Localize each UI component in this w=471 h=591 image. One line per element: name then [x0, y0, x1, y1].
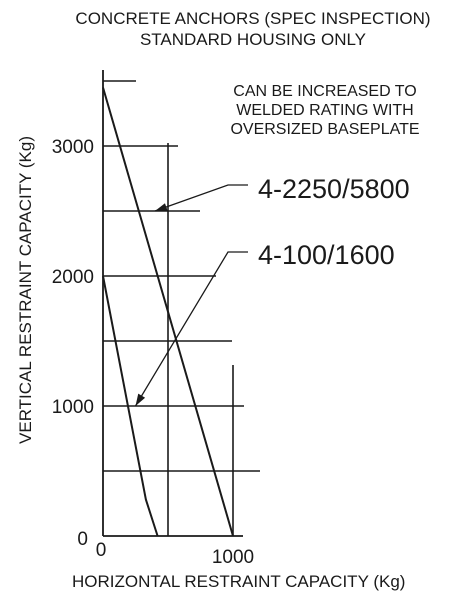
axis-layer: 1000 2000 3000 1000: [52, 70, 254, 568]
y-axis-label: VERTICAL RESTRAINT CAPACITY (Kg): [16, 136, 35, 444]
series-layer: [102, 87, 234, 537]
x-axis-label: HORIZONTAL RESTRAINT CAPACITY (Kg): [72, 572, 405, 591]
y-tick-label-1000: 1000: [52, 397, 94, 418]
y-origin-label: 0: [77, 529, 88, 550]
callout-arrowhead-4-100-1600: [135, 393, 146, 406]
y-tick-label-2000: 2000: [52, 267, 94, 288]
chart-title-line-2: STANDARD HOUSING ONLY: [140, 30, 366, 49]
chart-note-line-1: CAN BE INCREASED TO: [233, 83, 416, 100]
callout-leader-4-2250-5800: [154, 184, 248, 212]
callout-layer: 4-2250/5800 4-100/1600: [134, 174, 410, 407]
chart-note-line-3: OVERSIZED BASEPLATE: [230, 121, 419, 138]
grid-layer: [103, 80, 260, 536]
callout-arrowhead-4-2250-5800: [155, 203, 168, 211]
chart-title-line-1: CONCRETE ANCHORS (SPEC INSPECTION): [75, 9, 430, 28]
callout-leader-4-100-1600: [134, 251, 248, 407]
series-line-4-2250-5800: [102, 87, 234, 537]
x-tick-label-1000: 1000: [212, 547, 254, 568]
y-tick-label-3000: 3000: [52, 137, 94, 158]
x-origin-label: 0: [96, 540, 107, 561]
series-label-4-2250-5800: 4-2250/5800: [258, 174, 410, 204]
series-line-4-100-1600: [102, 275, 159, 537]
series-label-4-100-1600: 4-100/1600: [258, 240, 395, 270]
chart-note-line-2: WELDED RATING WITH: [236, 102, 413, 119]
